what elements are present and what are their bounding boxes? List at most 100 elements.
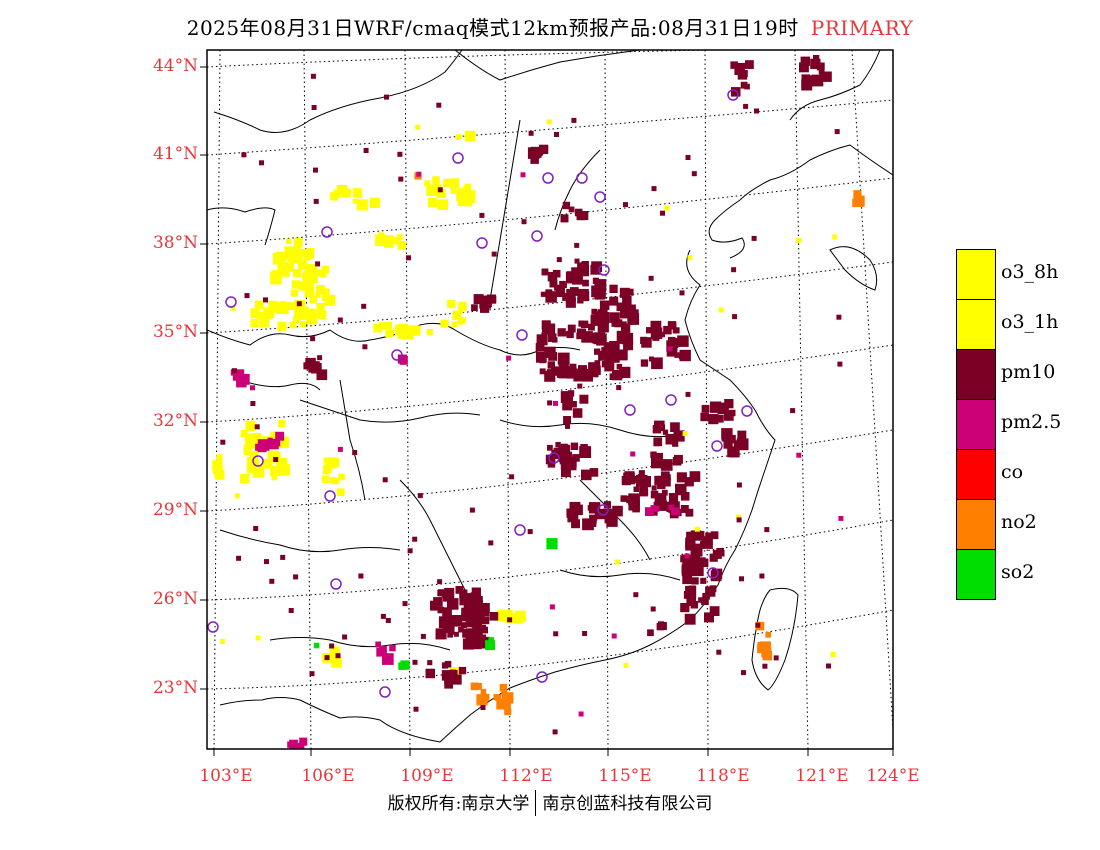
legend-label: co	[1001, 461, 1024, 483]
pm10-cell	[670, 422, 680, 432]
scattered-cell	[415, 124, 421, 130]
lon-label-109e: 109°E	[400, 766, 454, 786]
scattered-cell	[796, 237, 802, 243]
station-marker	[321, 226, 333, 238]
pm10-cell	[563, 391, 571, 399]
pm10-cell	[740, 70, 748, 77]
pm10-cell	[684, 477, 694, 487]
pm10-cell	[565, 271, 578, 284]
pm10-cell	[425, 668, 435, 679]
o3-cell	[306, 313, 318, 325]
pm10-cell	[727, 434, 736, 444]
no2-cell	[501, 689, 508, 696]
pm10-cell	[659, 424, 666, 430]
no2-cell	[853, 195, 865, 207]
scattered-cell	[315, 261, 321, 267]
o3-cell	[293, 269, 302, 278]
pm10-cell	[535, 152, 542, 158]
pm10-cell	[427, 660, 433, 666]
scattered-cell	[580, 375, 586, 381]
legend-swatch	[956, 399, 996, 450]
scattered-cell	[547, 349, 552, 355]
pm10-cell	[640, 359, 649, 367]
o3-cell	[321, 293, 330, 301]
pm10-cell	[594, 279, 607, 291]
axis-ticks	[200, 66, 894, 756]
o3-cell	[289, 321, 297, 329]
no2-cell	[475, 682, 482, 690]
lon-label-118e: 118°E	[696, 766, 750, 786]
pm10-cell	[471, 587, 481, 597]
scattered-cell	[310, 336, 316, 342]
lat-label-41n: 41°N	[152, 144, 198, 164]
pm10-cell	[666, 340, 678, 352]
pm10-cell	[450, 615, 463, 627]
scattered-cell	[264, 559, 269, 565]
o3-cell	[321, 475, 330, 483]
pm10-cell	[465, 616, 477, 628]
o3-cell	[271, 474, 278, 481]
scattered-cell	[412, 659, 418, 665]
o3-cell	[249, 451, 259, 461]
pm10-cell	[623, 472, 635, 485]
copyright-footer: 版权所有:南京大学 南京创蓝科技有限公司	[0, 789, 1100, 816]
pm10-cell	[702, 592, 709, 600]
o3-cell	[432, 176, 440, 184]
scattered-cell	[838, 515, 844, 521]
o3-cell	[443, 178, 452, 188]
scattered-cell	[288, 608, 294, 613]
pm10-cell	[661, 489, 668, 496]
pm10-cell	[568, 206, 575, 213]
pm25-cell	[382, 653, 394, 665]
pm10-cell	[527, 147, 540, 159]
scattered-cell	[667, 346, 673, 352]
legend-swatch	[956, 249, 996, 300]
pm10-cell	[555, 284, 565, 294]
no2-cell	[480, 688, 487, 695]
pm10-cell	[562, 292, 571, 301]
scattered-cell	[832, 234, 838, 240]
pm10-cell	[737, 430, 747, 440]
scattered-cell	[412, 536, 418, 542]
pm10-cell	[535, 342, 545, 352]
pm25-cell	[292, 742, 305, 749]
pm10-cell	[801, 79, 813, 91]
pm10-cell	[723, 439, 733, 449]
pm10-cell	[621, 323, 631, 333]
pm10-cell	[564, 451, 572, 460]
pm10-cell	[536, 338, 543, 345]
pm10-cell	[688, 555, 700, 567]
scattered-cell	[437, 187, 443, 193]
o3-cell	[450, 188, 457, 194]
pm10-cell	[566, 457, 572, 464]
pm10-cell	[704, 612, 714, 623]
pm10-cell	[705, 532, 711, 538]
footer-company: 南京创蓝科技有限公司	[542, 794, 713, 814]
pm10-cell	[581, 331, 593, 343]
pm10-cell	[312, 364, 319, 371]
scattered-cell	[263, 297, 268, 303]
station-marker	[727, 89, 739, 101]
so2-cell	[313, 642, 320, 649]
pm10-cell	[539, 368, 546, 375]
pm25-cell	[236, 376, 247, 388]
o3-cell	[333, 646, 340, 653]
pm10-cell	[470, 612, 479, 621]
pm10-cell	[821, 71, 832, 82]
pm10-cell	[651, 509, 658, 516]
pm10-cell	[723, 411, 734, 421]
o3-cell	[375, 234, 387, 247]
scattered-cell	[313, 198, 319, 204]
station-marker	[624, 404, 636, 416]
pm10-cell	[489, 612, 499, 621]
scattered-cell	[623, 662, 629, 668]
station-marker	[741, 405, 753, 417]
scattered-cell	[528, 130, 534, 136]
scattered-cell	[754, 108, 759, 114]
pm10-cell	[584, 368, 593, 378]
pm10-cell	[650, 451, 657, 458]
footer-separator	[535, 790, 537, 816]
footer-copyright: 版权所有:南京大学	[387, 794, 530, 814]
o3-cell	[275, 251, 285, 261]
o3-cell	[451, 321, 458, 328]
